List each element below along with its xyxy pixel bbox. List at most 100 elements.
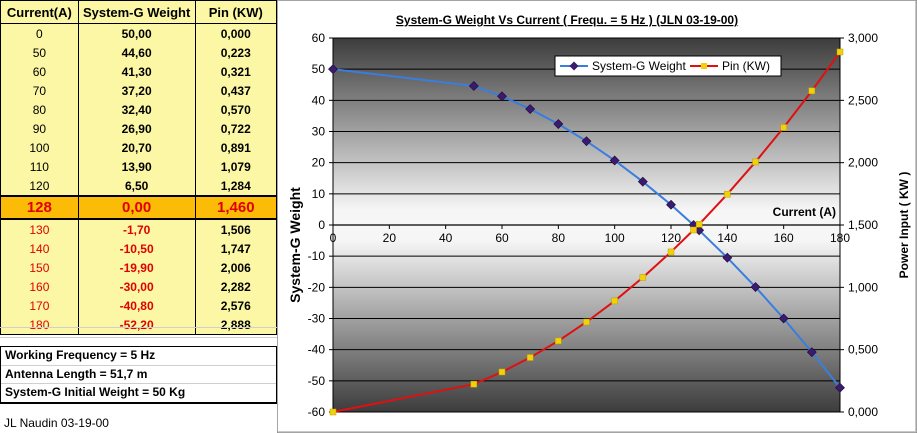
weight-point <box>553 119 564 129</box>
legend-marker <box>569 61 579 71</box>
cell-current[interactable]: 128 <box>0 195 79 220</box>
cell-weight[interactable]: -19,90 <box>77 258 196 277</box>
weight-point <box>525 104 536 114</box>
cell-pin[interactable]: 0,891 <box>194 138 278 157</box>
cell-current[interactable]: 130 <box>0 219 79 239</box>
weight-point <box>778 313 789 324</box>
cell-weight[interactable]: 6,50 <box>77 176 196 196</box>
y-tick-label: -50 <box>308 374 326 388</box>
cell-current[interactable]: 100 <box>0 138 79 157</box>
cell-pin[interactable]: 0,321 <box>194 62 278 81</box>
cell-pin[interactable]: 0,223 <box>194 43 278 62</box>
cell-weight[interactable]: 37,20 <box>77 81 196 100</box>
weight-point <box>722 252 733 263</box>
pin-point <box>690 226 697 234</box>
y-tick-label: 50 <box>312 62 326 76</box>
cell-pin[interactable]: 2,006 <box>194 258 278 277</box>
cell-weight[interactable]: 44,60 <box>77 43 196 62</box>
table-row: 130 -1,70 1,506 <box>0 219 278 239</box>
header-current[interactable]: Current(A) <box>0 0 79 24</box>
weight-point <box>328 64 338 75</box>
x-axis-label: Current (A) <box>773 205 836 219</box>
cell-pin[interactable]: 2,576 <box>194 296 278 315</box>
y2-axis-label: Power Input ( KW ) <box>897 172 911 279</box>
cell-current[interactable]: 140 <box>0 239 79 258</box>
y-tick-label: 20 <box>312 156 326 170</box>
blank-row[interactable] <box>0 327 277 337</box>
cell-current[interactable]: 160 <box>0 277 79 296</box>
y2-tick-label: 2,500 <box>848 93 878 107</box>
cell-current[interactable]: 60 <box>0 62 79 81</box>
cell-pin[interactable]: 1,460 <box>194 195 278 220</box>
info-frequency[interactable]: Working Frequency = 5 Hz <box>1 347 276 366</box>
cell-weight[interactable]: 13,90 <box>77 157 196 176</box>
series-line-pin <box>332 51 841 413</box>
cell-current[interactable]: 50 <box>0 43 79 62</box>
weight-vs-current-chart: 6050403020100-10-20-30-40-50-603,0002,50… <box>277 0 917 433</box>
x-tick-label: 60 <box>495 231 509 245</box>
cell-pin[interactable]: 0,722 <box>194 119 278 138</box>
cell-current[interactable]: 0 <box>0 23 79 43</box>
pin-point <box>583 318 590 326</box>
cell-pin[interactable]: 1,079 <box>194 157 278 176</box>
cell-current[interactable]: 90 <box>0 119 79 138</box>
cell-weight[interactable]: -40,80 <box>77 296 196 315</box>
cell-weight[interactable]: 26,90 <box>77 119 196 138</box>
legend[interactable]: System-G Weight Pin (KW) <box>554 55 782 77</box>
cell-weight[interactable]: -52,20 <box>77 315 196 335</box>
cell-weight[interactable]: 50,00 <box>77 23 196 43</box>
cell-current[interactable]: 120 <box>0 176 79 196</box>
weight-point <box>637 176 648 187</box>
info-box: Working Frequency = 5 Hz Antenna Length … <box>0 346 278 404</box>
y-tick-label: -40 <box>308 343 326 357</box>
cell-current[interactable]: 150 <box>0 258 79 277</box>
header-weight[interactable]: System-G Weight <box>77 0 196 24</box>
pin-point <box>695 221 703 228</box>
table-row: 120 6,50 1,284 <box>0 176 278 196</box>
cell-weight[interactable]: 20,70 <box>77 138 196 157</box>
cell-weight[interactable]: 0,00 <box>77 195 196 220</box>
chart-area[interactable]: 60 50 40 30 20 10 0 -10 -20 -30 -40 -50 -60 3,000 2,50… <box>277 0 917 433</box>
cell-pin[interactable]: 0,570 <box>194 100 278 119</box>
cell-weight[interactable]: 32,40 <box>77 100 196 119</box>
cell-current[interactable]: 80 <box>0 100 79 119</box>
cell-pin[interactable]: 0,437 <box>194 81 278 100</box>
pin-point <box>470 380 478 388</box>
cell-current[interactable]: 110 <box>0 157 79 176</box>
cell-current[interactable]: 170 <box>0 296 79 315</box>
cell-pin[interactable]: 1,747 <box>194 239 278 258</box>
y2-tick-label: 0,000 <box>848 405 878 419</box>
cell-current[interactable]: 70 <box>0 81 79 100</box>
legend-box <box>554 55 782 77</box>
x-tick-label: 120 <box>661 231 681 245</box>
table-row: 180 -52,20 2,888 <box>0 315 278 335</box>
cell-weight[interactable]: -10,50 <box>77 239 196 258</box>
cell-weight[interactable]: 41,30 <box>77 62 196 81</box>
table-row: 160 -30,00 2,282 <box>0 277 278 296</box>
cell-pin[interactable]: 2,282 <box>194 277 278 296</box>
cell-pin[interactable]: 0,000 <box>194 23 278 43</box>
cell-weight[interactable]: -1,70 <box>77 219 196 239</box>
cell-weight[interactable]: -30,00 <box>77 277 196 296</box>
pin-point <box>667 248 675 256</box>
pin-point <box>329 408 337 416</box>
signature[interactable]: JL Naudin 03-19-00 <box>4 416 109 430</box>
weight-point <box>609 155 620 166</box>
x-tick-label: 80 <box>552 231 566 245</box>
legend-label-weight: System-G Weight <box>592 59 686 73</box>
table-row: 0 50,00 0,000 <box>0 23 278 43</box>
y2-tick-label: 1,500 <box>848 218 878 232</box>
y-tick-label: -20 <box>308 280 326 294</box>
table-row: 100 20,70 0,891 <box>0 138 278 157</box>
blank-row[interactable] <box>0 337 277 347</box>
y-tick-label: 0 <box>318 218 325 232</box>
header-pin[interactable]: Pin (KW) <box>194 0 278 24</box>
info-initial-weight[interactable]: System-G Initial Weight = 50 Kg <box>5 385 186 399</box>
cell-pin[interactable]: 1,506 <box>194 219 278 239</box>
cell-current[interactable]: 180 <box>0 315 79 335</box>
cell-pin[interactable]: 2,888 <box>194 315 278 335</box>
y2-tick-label: 3,000 <box>848 31 878 45</box>
info-antenna-length[interactable]: Antenna Length = 51,7 m <box>1 366 276 384</box>
pin-point <box>611 297 618 305</box>
cell-pin[interactable]: 1,284 <box>194 176 278 196</box>
